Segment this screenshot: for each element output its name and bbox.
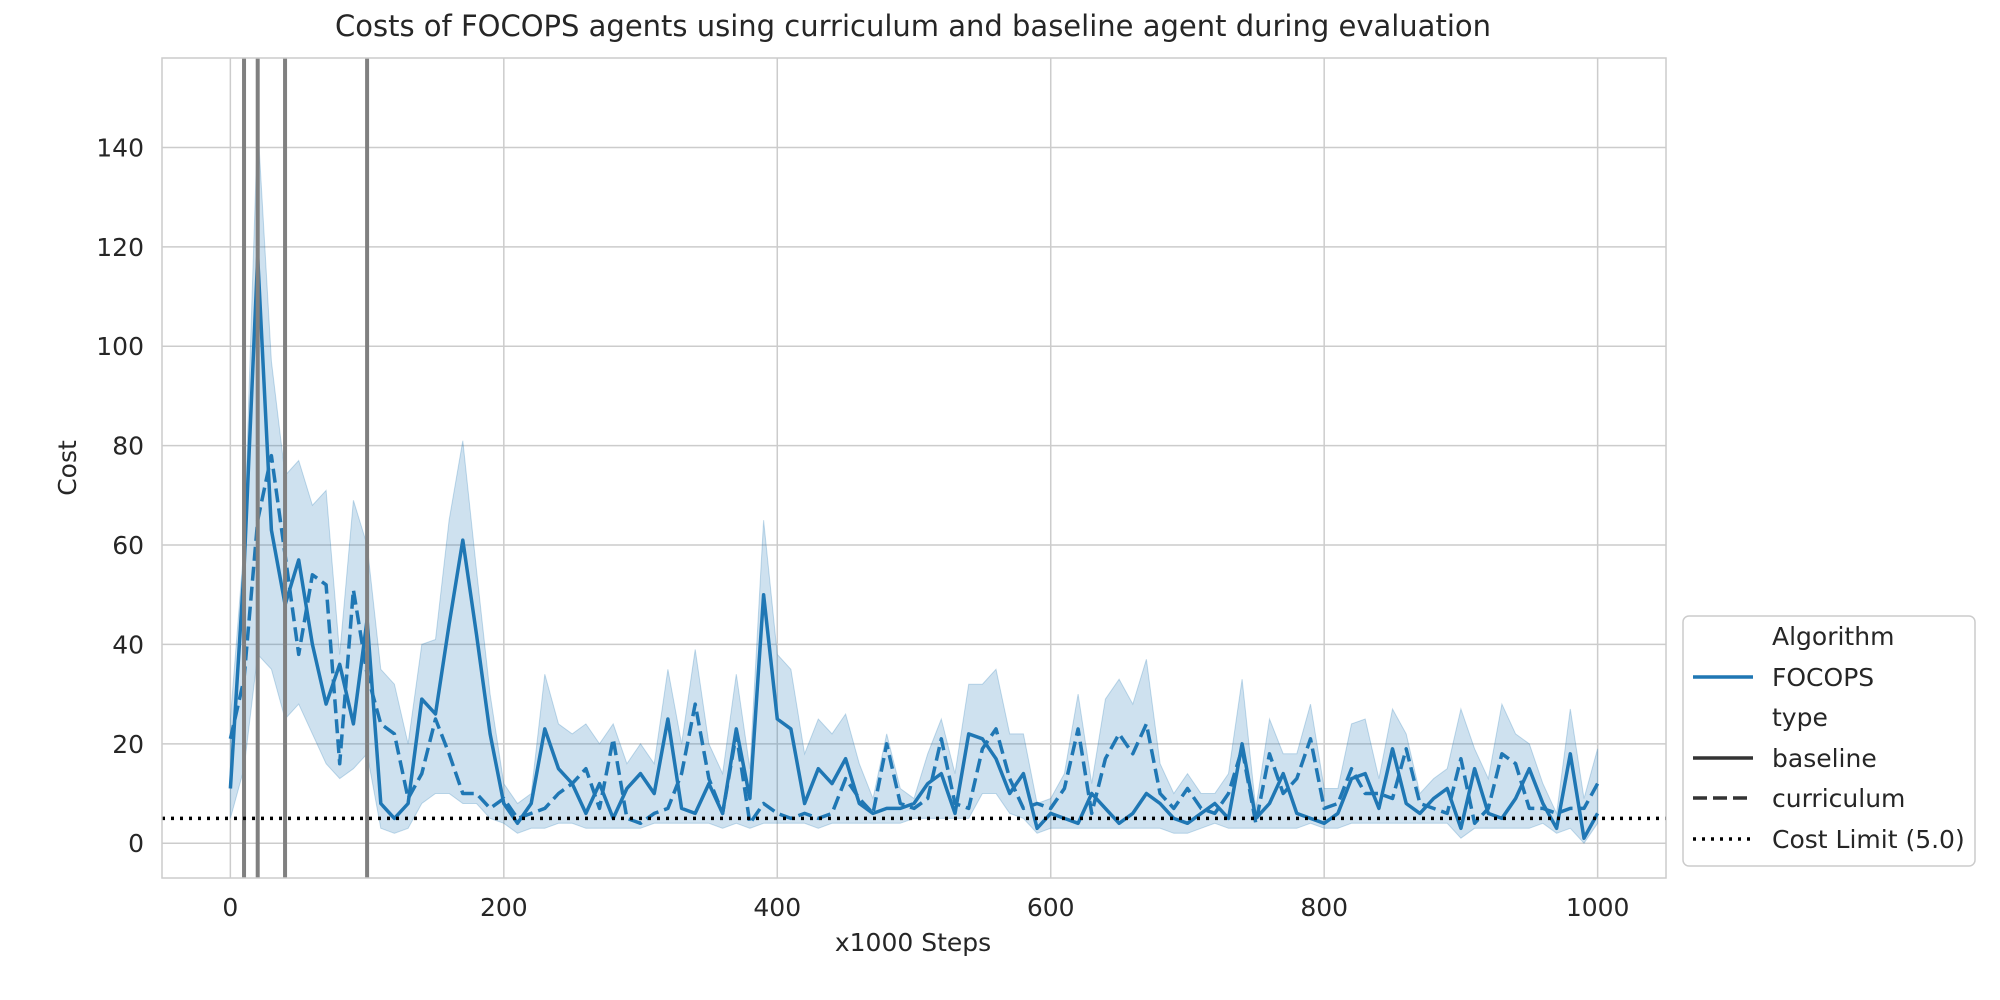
series-line-curriculum xyxy=(228,453,1600,826)
plot-frame xyxy=(161,57,1667,879)
legend: Algorithm FOCOPS type baseline curriculu… xyxy=(1682,615,1976,867)
grid xyxy=(162,58,1666,878)
y-tick-label: 60 xyxy=(112,531,144,560)
confidence-band xyxy=(229,122,1599,845)
legend-title-type: type xyxy=(1772,703,1828,732)
legend-title-algorithm: Algorithm xyxy=(1772,622,1894,651)
x-tick-label: 600 xyxy=(1027,893,1075,922)
chart-title: Costs of FOCOPS agents using curriculum … xyxy=(335,9,1491,43)
x-tick-label: 200 xyxy=(480,893,528,922)
y-axis-label: Cost xyxy=(53,440,82,496)
x-tick-label: 1000 xyxy=(1566,893,1630,922)
legend-label-focops: FOCOPS xyxy=(1772,663,1874,692)
legend-label-cost-limit: Cost Limit (5.0) xyxy=(1772,825,1965,854)
y-tick-label: 120 xyxy=(96,233,144,262)
legend-frame xyxy=(1682,615,1976,867)
x-tick-label: 0 xyxy=(222,893,238,922)
y-tick-label: 140 xyxy=(96,133,144,162)
x-tick-labels: 0 200 400 600 800 1000 xyxy=(222,893,1629,922)
y-tick-label: 100 xyxy=(96,332,144,361)
series-lines xyxy=(228,255,1600,840)
y-tick-labels: 0 20 40 60 80 100 120 140 xyxy=(96,133,144,858)
y-tick-label: 20 xyxy=(112,730,144,759)
y-tick-label: 40 xyxy=(112,630,144,659)
y-tick-label: 0 xyxy=(128,829,144,858)
curriculum-vlines xyxy=(242,58,370,878)
y-tick-label: 80 xyxy=(112,432,144,461)
legend-label-baseline: baseline xyxy=(1772,744,1877,773)
confidence-band-area xyxy=(229,122,1599,845)
x-tick-label: 400 xyxy=(753,893,801,922)
x-axis-label: x1000 Steps xyxy=(835,928,991,957)
legend-label-curriculum: curriculum xyxy=(1772,784,1905,813)
x-tick-label: 800 xyxy=(1300,893,1348,922)
series-line-baseline xyxy=(228,255,1600,840)
